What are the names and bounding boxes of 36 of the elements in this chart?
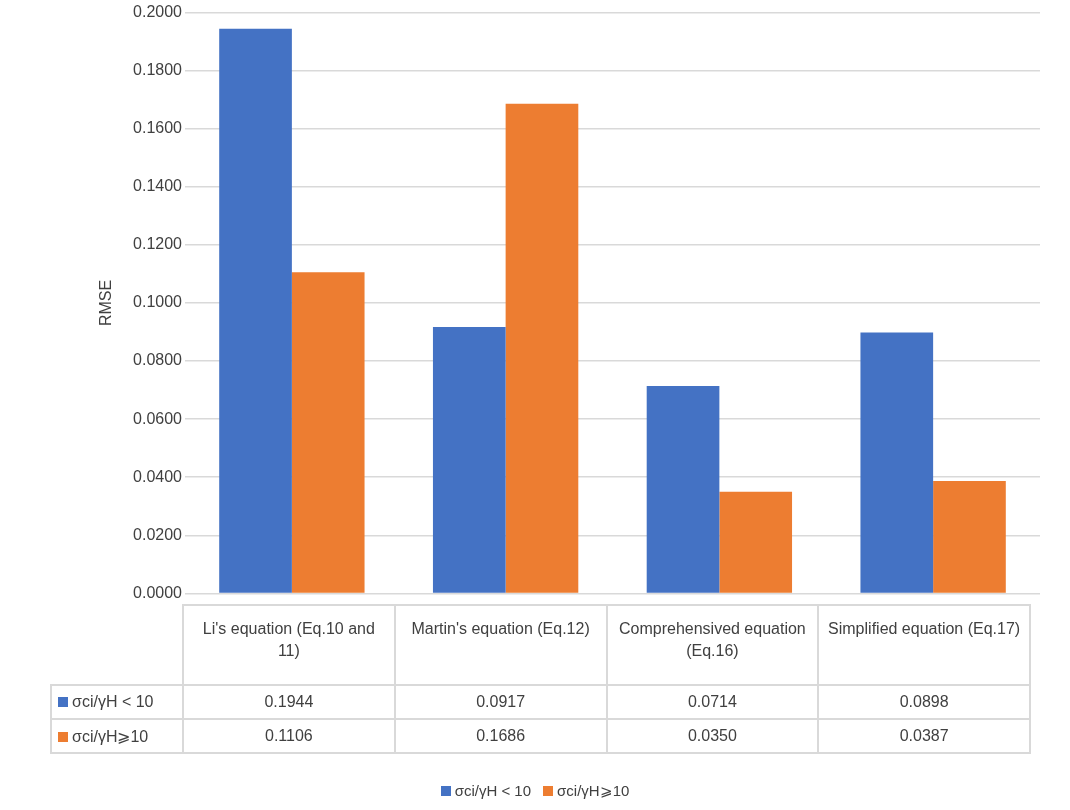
y-tick-label: 0.0200 [133, 525, 183, 543]
x-tick-label: Comprehensived equation (Eq.16) [606, 605, 819, 685]
data-label: 0.1106 [183, 719, 395, 753]
y-tick-label: 0.1600 [133, 119, 183, 137]
data-label: 0.0917 [394, 685, 607, 719]
y-tick-label: 0.0800 [133, 351, 183, 369]
data-label: 0.1944 [183, 685, 395, 719]
x-tick-label: Martin's equation (Eq.12) [394, 605, 607, 685]
x-tick-label: Li's equation (Eq.10 and 11) [183, 605, 395, 685]
text: σci/γH⩾10 [72, 727, 149, 745]
legend-label: σci/γH⩾10 [556, 782, 630, 799]
bar [860, 332, 934, 593]
data-label: 0.1686 [394, 719, 607, 753]
y-tick-label: 0.1800 [133, 61, 183, 79]
data-label: 0.0898 [818, 685, 1030, 719]
bar [291, 272, 365, 593]
bar [933, 481, 1006, 593]
bar [219, 28, 292, 593]
y-tick-label: 0.0000 [133, 583, 183, 601]
y-tick-label: 0.2000 [133, 3, 183, 21]
bar [719, 491, 793, 593]
y-tick-label: 0.0600 [133, 409, 183, 427]
text: σci/γH < 10 [454, 782, 532, 799]
y-tick-label: 0.1000 [133, 293, 183, 311]
x-tick-label: Simplified equation (Eq.17) [818, 605, 1030, 685]
y-tick-label: 0.1400 [133, 177, 183, 195]
y-axis-title: RMSE [97, 279, 115, 327]
bar [646, 386, 720, 593]
y-tick-label: 0.1200 [133, 235, 183, 253]
y-tick-label: 0.0400 [133, 467, 183, 485]
data-label: 0.0387 [818, 719, 1030, 753]
data-label: 0.0714 [606, 685, 819, 719]
legend-label: σci/γH < 10 [51, 685, 183, 719]
bar [432, 327, 506, 593]
data-label: 0.0350 [606, 719, 819, 753]
bar [505, 103, 579, 593]
